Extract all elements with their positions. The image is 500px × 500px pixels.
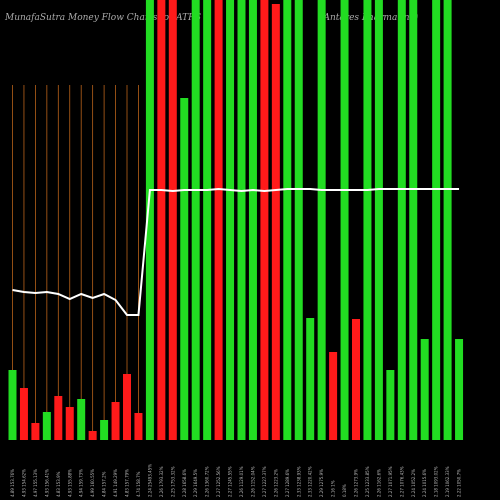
bar [31,423,40,440]
bar [317,0,326,440]
bar [237,0,246,440]
bar [42,412,51,440]
bar [145,0,154,440]
x-tick-label: 4.83 157.79% [125,469,130,497]
bar [248,0,257,440]
x-tick-label: 2.28 1658.6% [182,469,187,497]
bar [19,388,28,440]
bar [8,370,17,440]
x-tick-label: 2.22 1050.7% [457,469,462,497]
bar [271,4,280,440]
bar [226,0,235,440]
x-tick-label: 2.18 1093.02% [434,466,439,497]
x-tick-label: 4.89 153.76% [10,469,15,497]
bar [374,0,383,440]
x-tick-label: 4.93 156.41% [44,469,49,497]
bar [386,370,395,440]
x-tick-label: 2.27 1227.37% [262,466,267,497]
x-tick-label: 4.91 149.29% [113,469,118,497]
x-tick-label: 4.93 155.88% [67,469,72,497]
x-tick-label: 2.27 1252.56% [216,466,221,497]
money-flow-line [12,187,460,316]
bar [306,318,315,440]
x-tick-label: 2.26 1360.72% [205,466,210,497]
x-tick-label: 2.16 1% [331,480,336,497]
bar [420,339,429,440]
bar [88,431,97,440]
x-tick-label: 4.94 159.73% [79,469,84,497]
bar [191,0,200,440]
bar [123,374,131,440]
x-tick-label: 2.27 1245.55% [228,466,233,497]
bar [214,0,223,440]
bar [65,407,74,440]
bar [443,0,452,440]
x-tick-label: 2.26 1152.04% [250,466,255,497]
bar [180,98,189,440]
x-tick-label: 2.26 1273.9% [354,469,359,497]
bar [283,0,292,440]
x-tick-label: 2.19 1062.33% [445,466,450,497]
x-tick-label: 2.25 1753.32% [170,466,175,497]
bar [329,352,338,440]
x-tick-label: 2.24 1052.2% [411,469,416,497]
bar [455,339,464,440]
x-tick-label: 4.74 158.7% [136,471,141,497]
bar [409,0,418,440]
bar [294,0,303,440]
x-tick-label: 2.33 1220.42% [308,466,313,497]
bar [111,402,120,440]
bar [134,413,143,440]
x-tick-label: 2.26 1162.6% [376,469,381,497]
bar [340,0,349,440]
x-tick-label: 4.83 153.9% [56,471,61,497]
bar [157,0,166,440]
x-tick-label: 2.29 1649.5% [193,469,198,497]
x-tick-label: 2.27 1076.43% [399,466,404,497]
bar [432,0,441,440]
x-tick-label: 2.24 25493.45% [147,464,152,497]
x-tick-label: 2.29 1275.9% [319,469,324,497]
bar [397,0,406,440]
bar [352,319,360,440]
bar [260,0,269,440]
x-tick-label: 0.18% [342,484,347,497]
x-tick-label: 2.27 1289.6% [285,469,290,497]
chart-title: MunafaSutra Money Flow Charts for ATRS [4,13,201,23]
x-tick-label: 2.26 1223.2% [273,469,278,497]
x-tick-label: 2.26 1129.01% [239,466,244,497]
x-tick-label: 4.93 154.62% [21,469,26,497]
bar [77,399,86,440]
x-tick-label: 4.99 160.55% [90,469,95,497]
x-tick-label: 2.25 1233.85% [365,466,370,497]
x-tick-label: 2.33 1238.93% [296,466,301,497]
bar [100,420,109,440]
bar [363,0,372,440]
x-tick-label: 2.24 1015.6% [422,469,427,497]
bar [168,0,177,440]
x-tick-label: 4.97 155.13% [33,469,38,497]
x-tick-label: 2.26 1793.32% [159,466,164,497]
x-tick-label: 2.27 1071.95% [388,466,393,497]
bar [203,0,212,440]
x-tick-label: 4.84 157.2% [102,471,107,497]
bar [54,396,63,440]
